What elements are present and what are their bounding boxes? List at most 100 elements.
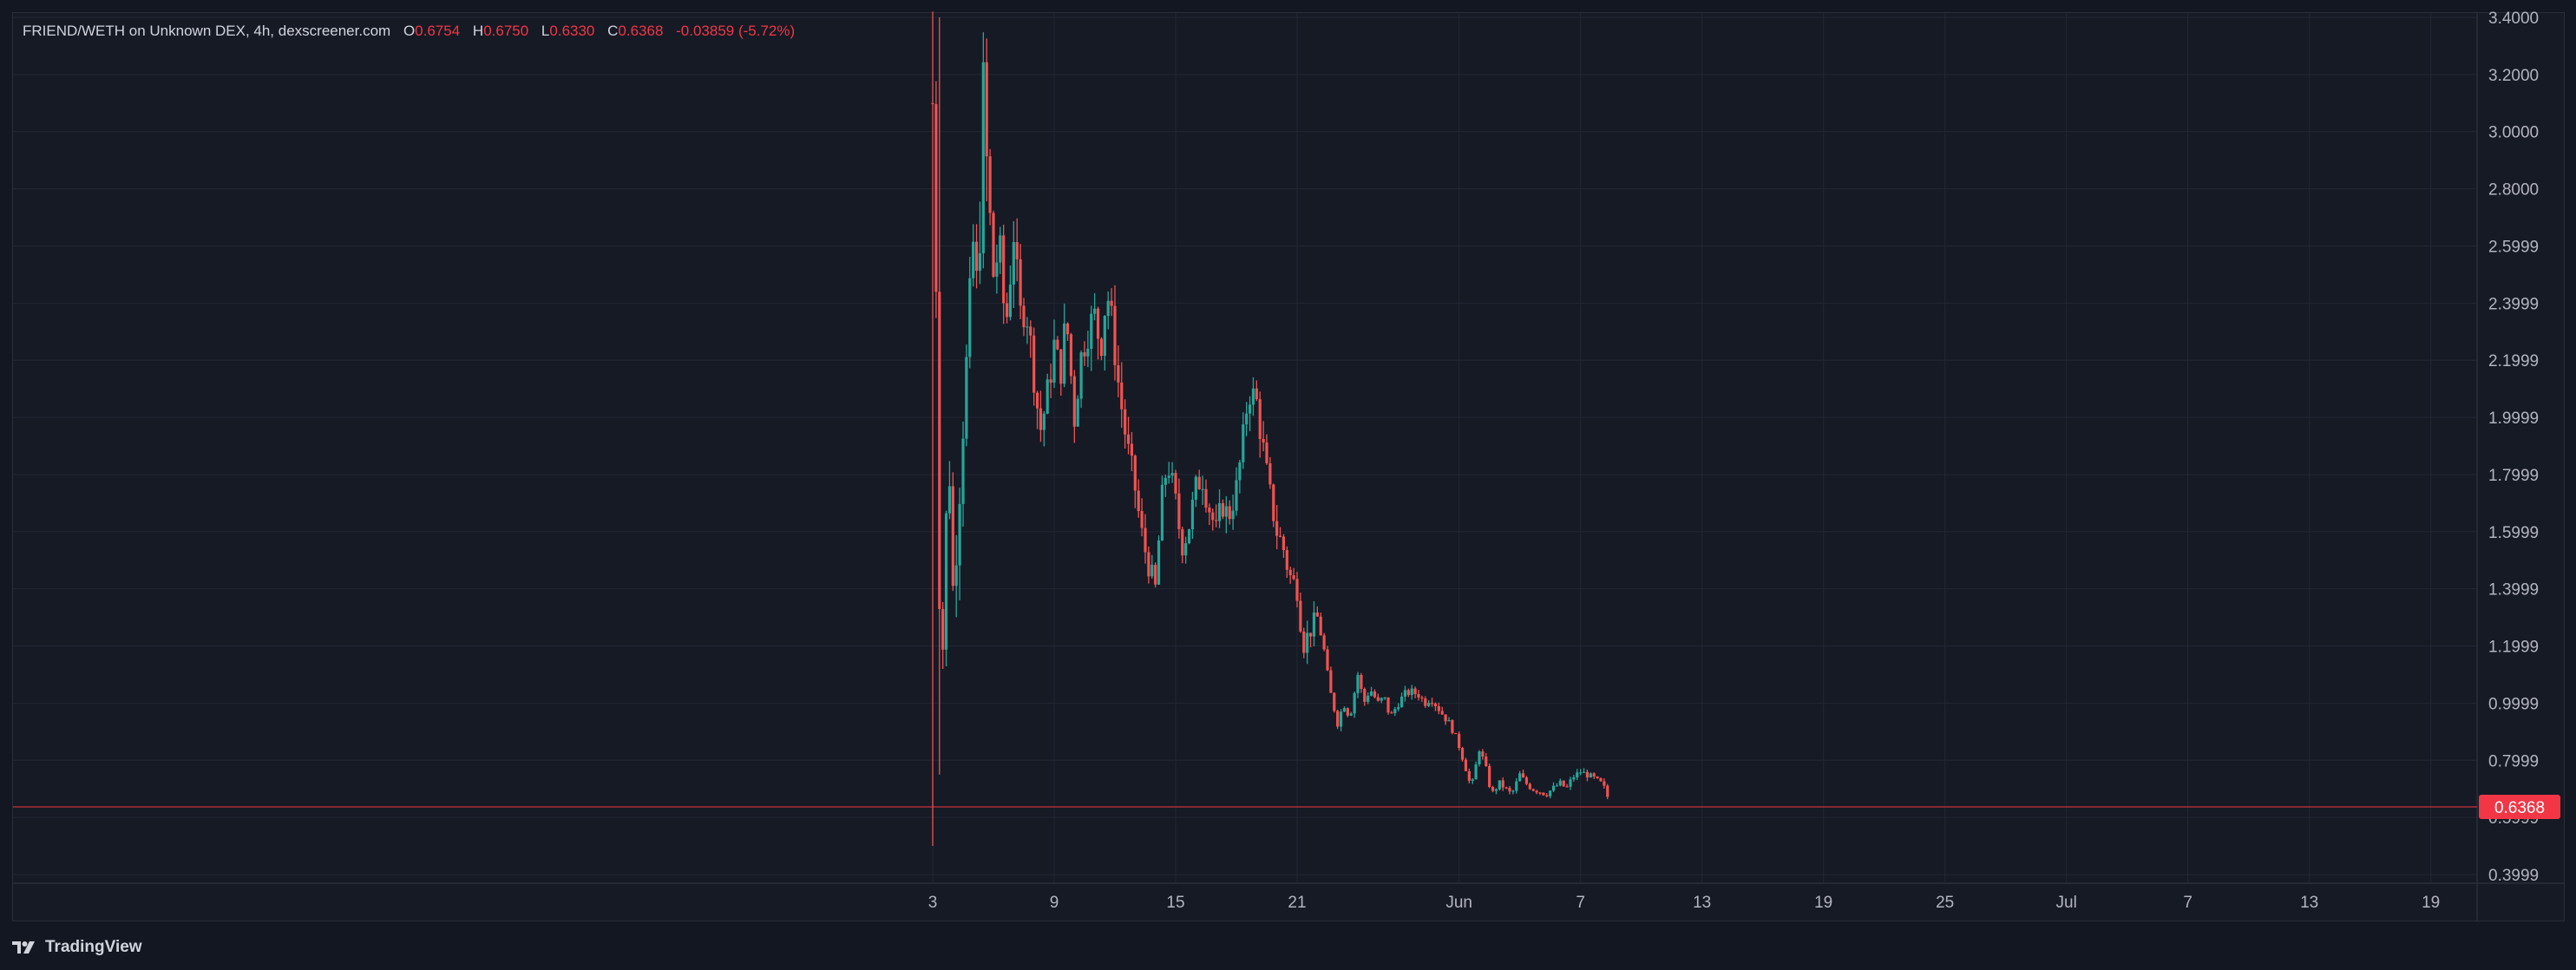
candle[interactable] [1231, 494, 1235, 530]
candle[interactable] [1579, 769, 1583, 776]
candle[interactable] [1383, 697, 1386, 700]
candle[interactable] [1603, 778, 1606, 790]
candle[interactable] [1498, 780, 1501, 791]
candle[interactable] [1336, 710, 1340, 730]
candle[interactable] [1511, 790, 1515, 795]
candle[interactable] [1515, 777, 1518, 794]
candle[interactable] [1268, 456, 1272, 489]
candle[interactable] [1133, 454, 1137, 508]
candle[interactable] [1380, 697, 1383, 704]
candle[interactable] [1373, 689, 1377, 698]
candle[interactable] [1558, 778, 1562, 787]
candle[interactable] [1589, 772, 1592, 778]
candle[interactable] [1393, 706, 1397, 717]
candle[interactable] [1447, 717, 1451, 722]
candle[interactable] [999, 226, 1002, 274]
candle[interactable] [1433, 702, 1438, 711]
candle[interactable] [1599, 777, 1603, 782]
candle[interactable] [1052, 319, 1056, 389]
candle[interactable] [1154, 562, 1157, 588]
candle[interactable] [1363, 687, 1367, 706]
candles[interactable] [931, 11, 1609, 847]
candle[interactable] [1454, 732, 1458, 735]
candle[interactable] [958, 488, 961, 600]
candle[interactable] [1076, 395, 1079, 427]
candle[interactable] [1117, 345, 1120, 397]
candle[interactable] [1295, 572, 1299, 608]
candle[interactable] [1390, 711, 1393, 714]
candle[interactable] [1211, 508, 1215, 531]
candle[interactable] [1481, 749, 1485, 760]
candle[interactable] [1542, 792, 1545, 796]
chart-frame[interactable] [12, 12, 2565, 921]
candle[interactable] [1019, 244, 1022, 319]
candle[interactable] [1208, 503, 1211, 526]
candle[interactable] [1458, 731, 1461, 751]
candle[interactable] [1376, 693, 1380, 702]
candle[interactable] [1103, 315, 1106, 371]
candle[interactable] [1285, 546, 1288, 578]
candle[interactable] [1430, 698, 1434, 707]
candle[interactable] [1531, 788, 1535, 792]
candle[interactable] [1026, 317, 1029, 344]
candle[interactable] [1005, 292, 1009, 324]
candle[interactable] [1002, 224, 1006, 324]
candle[interactable] [1288, 567, 1292, 584]
candle[interactable] [1399, 692, 1404, 708]
candle[interactable] [1056, 336, 1059, 351]
candle[interactable] [1065, 322, 1070, 341]
candle[interactable] [1596, 776, 1599, 779]
candle[interactable] [1339, 709, 1343, 731]
candle[interactable] [1217, 489, 1222, 528]
candle[interactable] [978, 201, 982, 285]
candle[interactable] [1174, 469, 1177, 500]
candle[interactable] [1551, 782, 1556, 792]
candle[interactable] [1485, 752, 1488, 767]
candle[interactable] [981, 32, 985, 269]
candle[interactable] [1221, 499, 1225, 520]
candle[interactable] [1346, 707, 1349, 718]
candle[interactable] [1491, 785, 1495, 793]
candle[interactable] [1090, 305, 1093, 371]
candle[interactable] [1147, 546, 1150, 584]
candle[interactable] [1278, 527, 1282, 538]
candle[interactable] [1150, 554, 1154, 579]
candle[interactable] [1190, 491, 1195, 540]
candle[interactable] [1120, 362, 1124, 429]
candle[interactable] [1437, 702, 1440, 715]
candle[interactable] [1549, 790, 1552, 799]
candle[interactable] [1444, 714, 1447, 725]
candle[interactable] [968, 256, 972, 369]
x-axis[interactable]: 3 9 15 21 Jun 7 13 19 25 Jul 7 13 19 [928, 13, 2441, 912]
candle[interactable] [1569, 777, 1572, 790]
y-axis[interactable]: 3.4000 3.2000 3.0000 2.8000 2.5999 2.3999 2.19… [13, 10, 2539, 885]
candle[interactable] [1008, 265, 1013, 321]
candle[interactable] [965, 344, 968, 447]
candle[interactable] [1451, 719, 1454, 735]
candle[interactable] [941, 601, 945, 669]
candle[interactable] [1592, 772, 1596, 779]
tradingview-logo-icon[interactable] [12, 940, 38, 955]
candle[interactable] [1113, 285, 1117, 381]
candle[interactable] [1238, 459, 1242, 494]
candle[interactable] [1299, 593, 1302, 633]
candle[interactable] [1386, 697, 1390, 715]
candle[interactable] [944, 510, 948, 667]
candle[interactable] [1069, 332, 1073, 384]
candle[interactable] [1349, 711, 1353, 717]
candle[interactable] [1258, 391, 1262, 458]
candle[interactable] [1488, 764, 1491, 789]
candle[interactable] [1106, 291, 1110, 330]
candle[interactable] [1242, 412, 1245, 469]
candle[interactable] [1353, 691, 1356, 718]
candle[interactable] [985, 38, 988, 202]
candle[interactable] [1367, 692, 1370, 705]
candle[interactable] [1140, 498, 1144, 537]
candle[interactable] [1049, 364, 1052, 398]
candle[interactable] [995, 244, 999, 294]
candle[interactable] [1528, 783, 1531, 790]
candle[interactable] [947, 461, 952, 520]
candle[interactable] [1063, 303, 1066, 388]
candle[interactable] [1110, 288, 1113, 317]
candle[interactable] [1572, 775, 1576, 782]
